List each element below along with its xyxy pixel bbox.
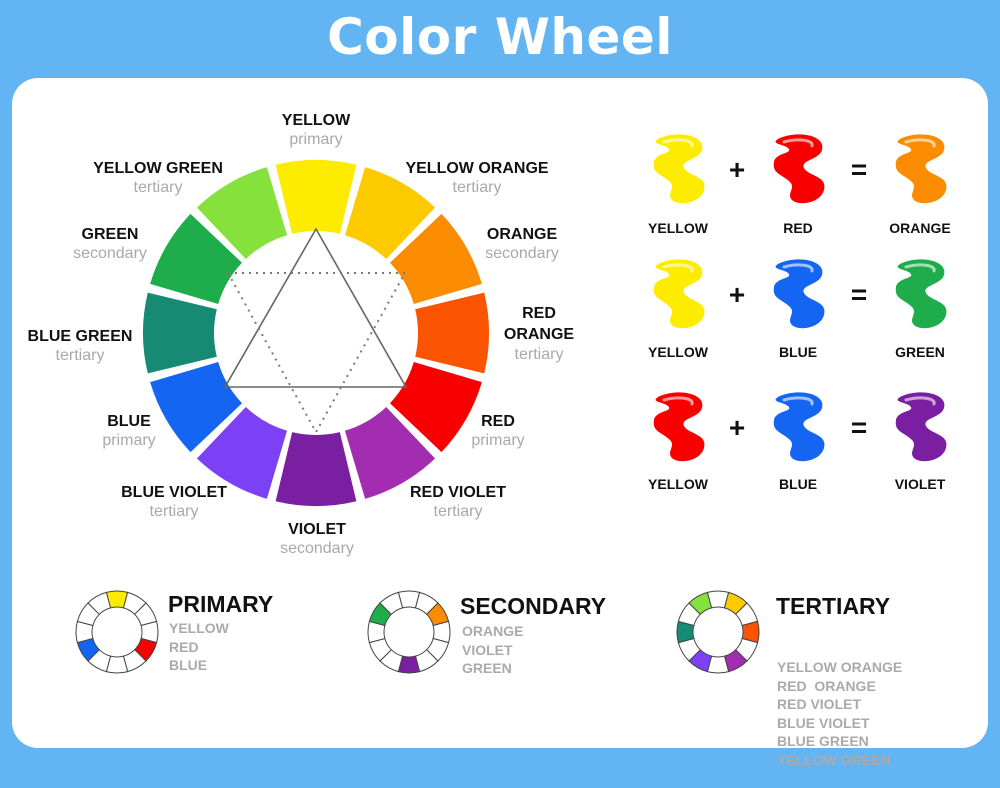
- wheel-segment-orange: [389, 213, 482, 305]
- wheel-label-red-orange: RED ORANGE tertiary: [503, 305, 575, 363]
- group-heading-tertiary: TERTIARY: [776, 593, 891, 619]
- group-heading-secondary: SECONDARY: [460, 593, 607, 619]
- secondary-triangle: [226, 272, 407, 435]
- paint-blob: [773, 392, 825, 462]
- paint-splash-icon: [653, 259, 705, 329]
- paint-highlight: [662, 138, 694, 148]
- equals-sign: =: [850, 154, 868, 185]
- primary-triangle: [223, 227, 408, 388]
- wheel-segment-blue-violet: [196, 406, 288, 499]
- wheel-label-green: GREEN secondary: [73, 226, 147, 262]
- wheel-label-red-violet: RED VIOLET tertiary: [409, 484, 507, 520]
- paint-blob: [895, 134, 947, 204]
- paint-splash-icon: [653, 134, 705, 204]
- paint-blob: [653, 259, 705, 329]
- paint-highlight: [904, 263, 936, 273]
- color-wheel-graphic: [75, 134, 947, 674]
- wheel-segment-yellow: [275, 159, 357, 234]
- wheel-segment-yellow-green: [196, 167, 288, 260]
- paint-splash-icon: [653, 392, 705, 462]
- wheel-segment-violet: [275, 432, 357, 506]
- wheel-label-violet: VIOLET secondary: [280, 521, 354, 557]
- plus-sign: +: [728, 154, 746, 185]
- mix-1-b-label: RED: [783, 220, 813, 236]
- wheel-segment-green: [150, 213, 243, 305]
- paint-blob: [773, 259, 825, 329]
- group-list-primary: YELLOW RED BLUE: [169, 620, 229, 673]
- paint-blob: [773, 134, 825, 204]
- paint-blob: [895, 392, 947, 462]
- paint-highlight: [782, 396, 814, 406]
- mix-2-result-label: GREEN: [895, 344, 945, 360]
- paint-highlight: [782, 263, 814, 273]
- paint-highlight: [904, 138, 936, 148]
- wheel-segment-red-violet: [344, 406, 436, 499]
- wheel-segment-yellow-orange: [344, 167, 436, 260]
- group-list-secondary: ORANGE VIOLET GREEN: [462, 623, 524, 676]
- mini-wheel-segment: [379, 591, 404, 616]
- wheel-label-blue-green: BLUE GREEN tertiary: [27, 328, 133, 364]
- paint-splash-icon: [895, 392, 947, 462]
- paint-highlight: [904, 396, 936, 406]
- paint-blob: [895, 259, 947, 329]
- group-list-tertiary: YELLOW ORANGE RED ORANGE RED VIOLET BLUE VI…: [777, 659, 903, 768]
- plus-sign: +: [728, 279, 746, 310]
- wheel-label-yellow: YELLOW primary: [281, 112, 351, 148]
- mix-1-a-label: YELLOW: [648, 220, 708, 236]
- paint-splash-icon: [895, 259, 947, 329]
- mix-1-result-label: ORANGE: [889, 220, 951, 236]
- mix-2-a-label: YELLOW: [648, 344, 708, 360]
- paint-highlight: [662, 263, 694, 273]
- mini-wheel-segment: [688, 591, 713, 616]
- paint-splash-icon: [895, 134, 947, 204]
- group-heading-primary: PRIMARY: [168, 591, 274, 617]
- paint-splash-icon: [773, 259, 825, 329]
- mix-2-b-label: BLUE: [778, 344, 818, 360]
- equals-sign: =: [850, 412, 868, 443]
- plus-sign: +: [728, 412, 746, 443]
- mix-3-a-label: YELLOW: [648, 476, 708, 492]
- paint-splash-icon: [773, 392, 825, 462]
- wheel-label-red: RED primary: [471, 413, 525, 449]
- wheel-segment-red-orange: [415, 292, 489, 374]
- wheel-label-yellow-green: YELLOW GREEN tertiary: [93, 160, 223, 196]
- wheel-segment-red: [389, 361, 482, 453]
- wheel-label-orange: ORANGE secondary: [485, 226, 559, 262]
- wheel-label-blue: BLUE primary: [102, 413, 156, 449]
- paint-splash-icon: [773, 134, 825, 204]
- mix-3-b-label: BLUE: [778, 476, 818, 492]
- wheel-segment-blue: [150, 361, 243, 453]
- wheel-label-yellow-orange: YELLOW ORANGE tertiary: [405, 160, 549, 196]
- mix-3-result-label: VIOLET: [894, 476, 946, 492]
- page-title: Color Wheel: [327, 8, 673, 66]
- paint-blob: [653, 392, 705, 462]
- mini-wheel-segment: [87, 591, 112, 616]
- paint-blob: [653, 134, 705, 204]
- wheel-label-blue-violet: BLUE VIOLET tertiary: [121, 484, 227, 520]
- equals-sign: =: [850, 279, 868, 310]
- paint-highlight: [782, 138, 814, 148]
- paint-highlight: [662, 396, 694, 406]
- wheel-segment-blue-green: [143, 292, 217, 374]
